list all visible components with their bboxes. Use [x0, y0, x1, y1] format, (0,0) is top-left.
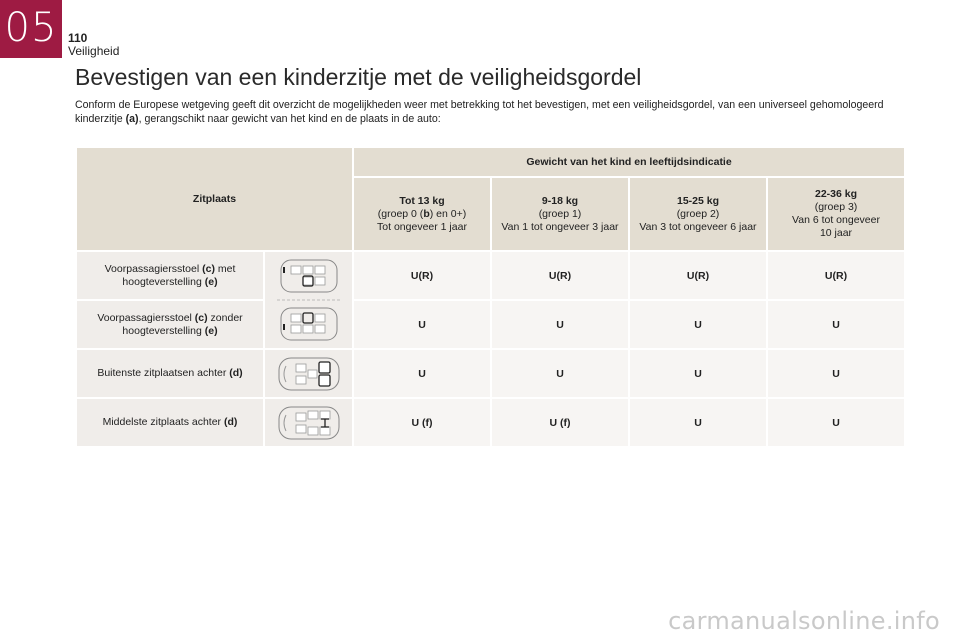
intro-paragraph: Conform de Europese wetgeving geeft dit …	[75, 99, 895, 126]
table-cell: U (f)	[490, 397, 630, 448]
watermark: carmanualsonline.info	[668, 607, 940, 635]
table-cell: U	[490, 348, 630, 399]
table-cell: U	[490, 299, 630, 350]
car-rear-middle-icon	[278, 406, 339, 439]
page-title: Bevestigen van een kinderzitje met de ve…	[75, 64, 642, 90]
column-header: 15-25 kg (groep 2) Van 3 tot ongeveer 6 …	[628, 176, 768, 252]
chapter-number: 05	[4, 5, 58, 51]
place-label: Voorpassagiersstoel (c) zonder hoogtever…	[75, 299, 265, 350]
table-cell: U(R)	[765, 250, 907, 301]
section-name: Veiligheid	[68, 44, 120, 58]
table-cell: U	[765, 397, 907, 448]
table-cell: U	[628, 397, 768, 448]
car-front-seat-icon	[276, 259, 341, 341]
intro-text-2: , gerangschikt naar gewicht van het kind…	[138, 112, 441, 125]
page-number: 110	[68, 31, 88, 45]
table-cell: U	[765, 348, 907, 399]
table-cell: U	[352, 348, 492, 399]
child-seat-table: Zitplaats Gewicht van het kind en leefti…	[75, 146, 907, 448]
table-cell: U (f)	[352, 397, 492, 448]
seat-diagram-rear-middle	[263, 397, 354, 448]
table-cell: U	[352, 299, 492, 350]
column-header: Tot 13 kg (groep 0 (b) en 0+) Tot ongeve…	[352, 176, 492, 252]
table-cell: U	[628, 348, 768, 399]
place-label: Voorpassagiersstoel (c) met hoogteverste…	[75, 250, 265, 301]
intro-ref: (a)	[125, 112, 139, 125]
table-cell: U(R)	[352, 250, 492, 301]
seat-diagram-front	[263, 250, 354, 350]
table-cell: U	[765, 299, 907, 350]
column-header: 9-18 kg (groep 1) Van 1 tot ongeveer 3 j…	[490, 176, 630, 252]
column-header: 22-36 kg (groep 3) Van 6 tot ongeveer 10…	[765, 176, 907, 252]
table-cell: U(R)	[628, 250, 768, 301]
car-rear-outer-icon	[278, 357, 339, 390]
intro-text-1: Conform de Europese wetgeving geeft dit …	[75, 99, 884, 125]
table-cell: U(R)	[490, 250, 630, 301]
place-label: Buitenste zitplaatsen achter (d)	[75, 348, 265, 399]
table-cell: U	[628, 299, 768, 350]
chapter-tab: 05	[0, 0, 62, 58]
place-label: Middelste zitplaats achter (d)	[75, 397, 265, 448]
seat-diagram-rear-outer	[263, 348, 354, 399]
weight-header: Gewicht van het kind en leeftijdsindicat…	[351, 146, 907, 178]
place-header: Zitplaats	[75, 146, 354, 252]
